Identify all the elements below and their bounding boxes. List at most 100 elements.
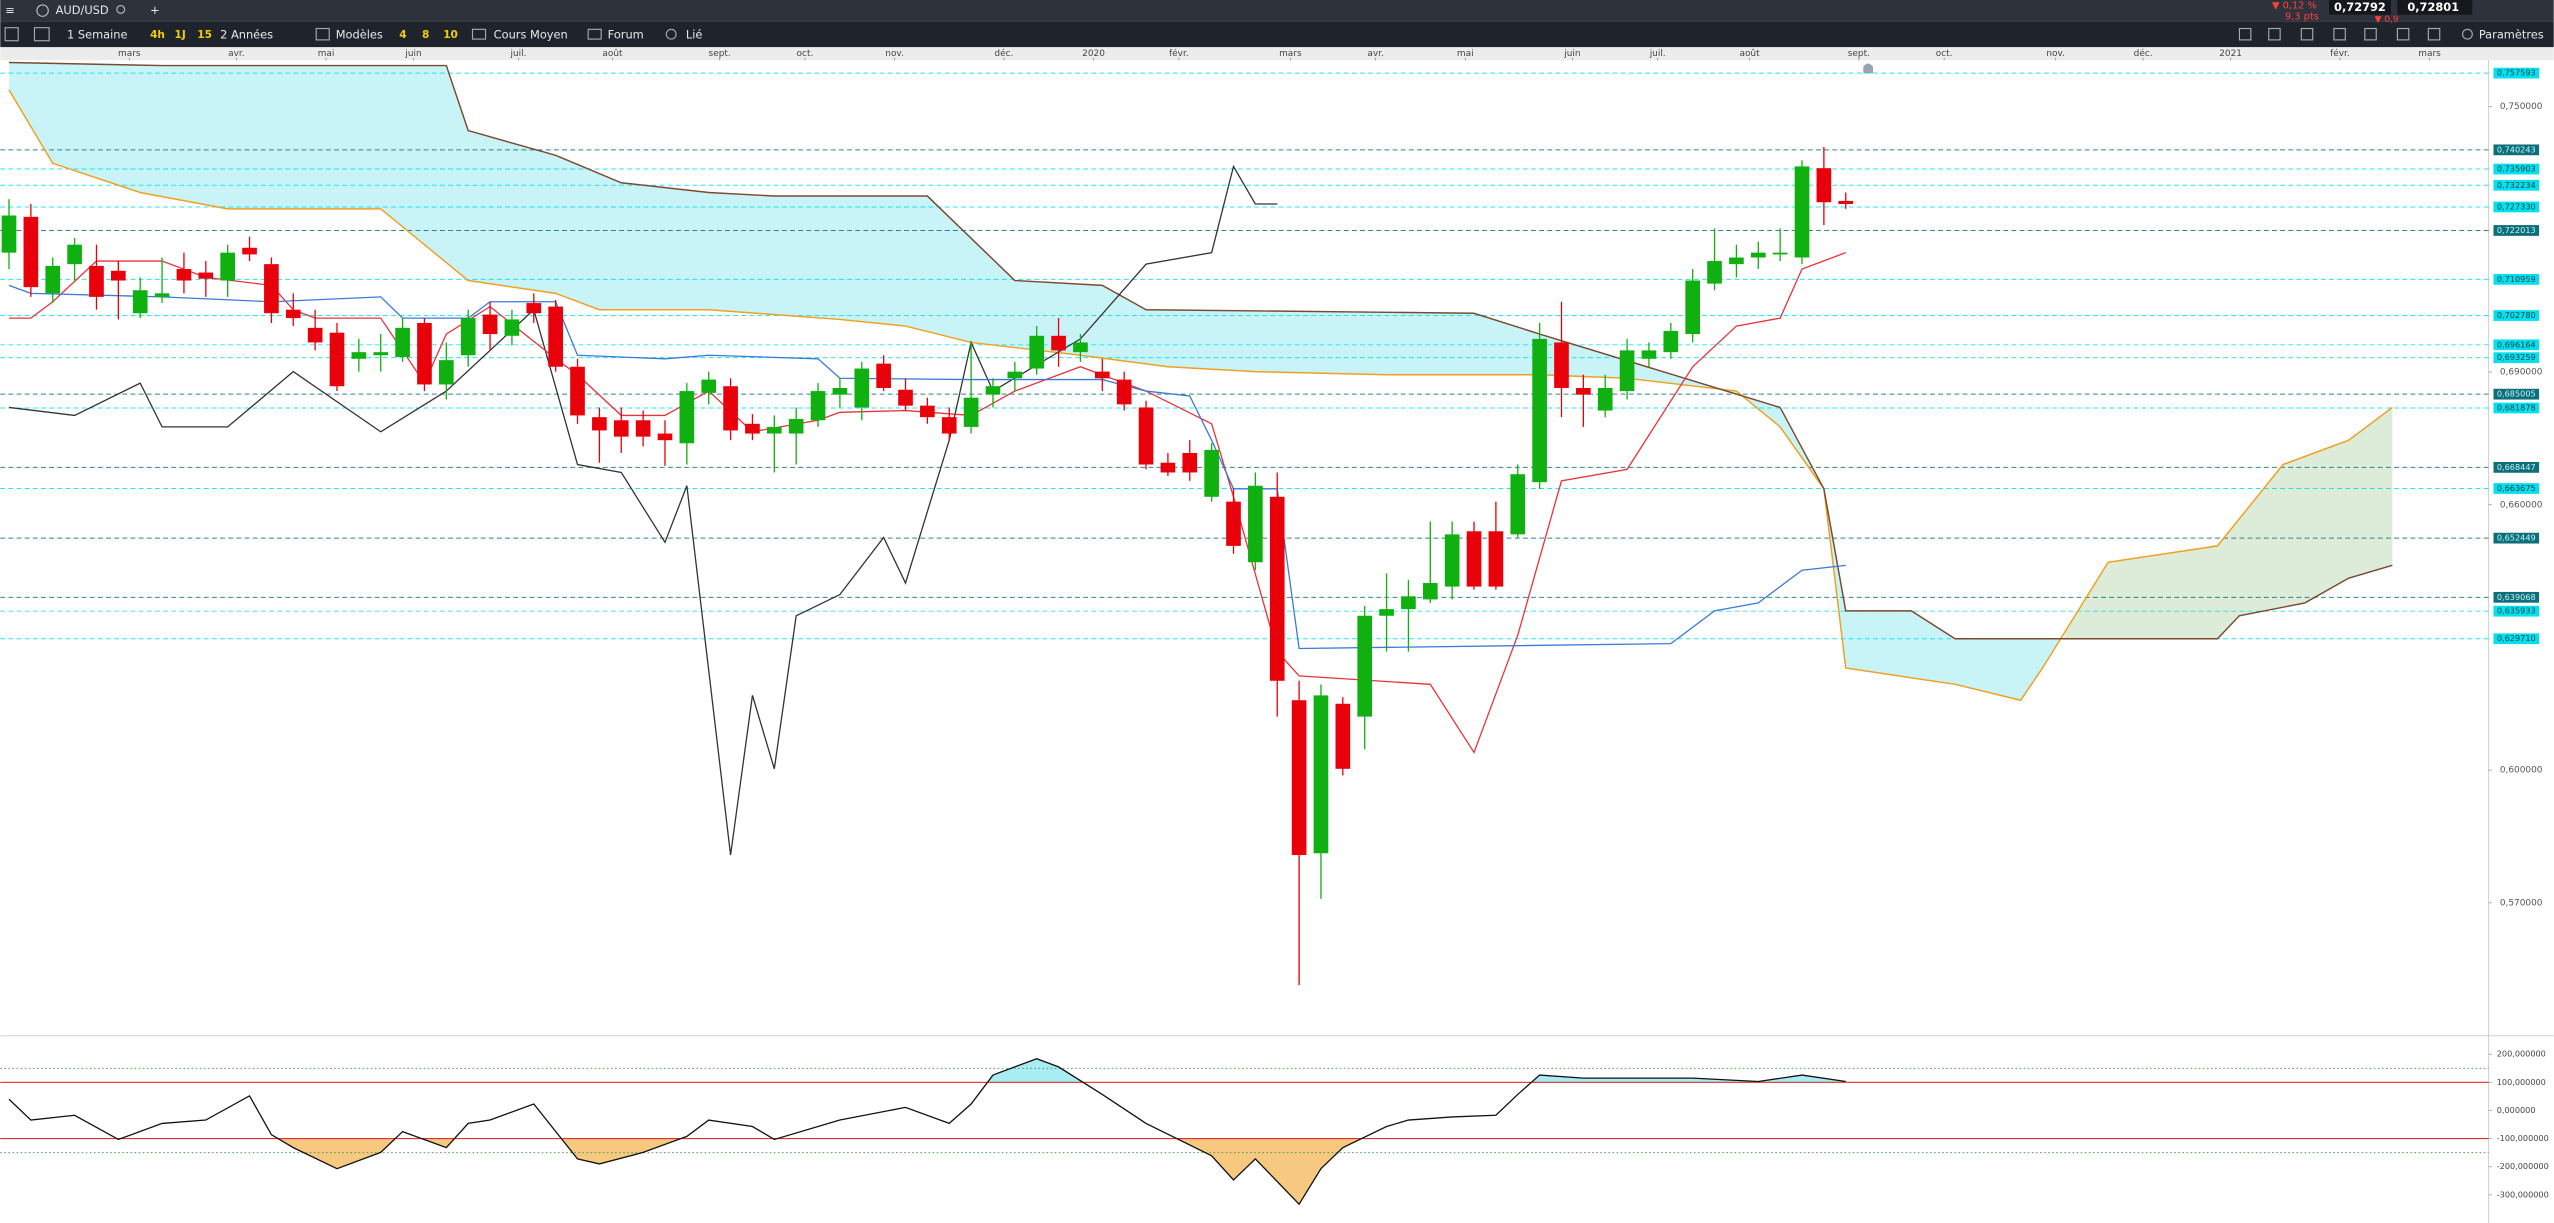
x-tick-label: juin <box>1563 49 1580 59</box>
time-axis-strip <box>0 47 2554 61</box>
tool-icon[interactable] <box>2268 27 2281 41</box>
tool-icon[interactable] <box>2300 27 2314 41</box>
symbol[interactable]: AUD/USD <box>56 3 109 17</box>
senkou-span-b <box>8 61 2393 640</box>
candle-body <box>23 216 39 288</box>
y-tick-label: -100,000000 <box>2497 1133 2549 1143</box>
x-tick-label: avr. <box>1367 49 1383 59</box>
quick-period[interactable]: 4h <box>150 29 165 41</box>
price-level-label: 0,710959 <box>2497 274 2536 284</box>
candle-body <box>832 387 848 395</box>
candle-body <box>198 272 214 279</box>
indicator-icon[interactable] <box>471 28 487 40</box>
y-tick-label: 0,600000 <box>2500 766 2543 776</box>
candle-body <box>766 426 782 434</box>
time-marker[interactable] <box>1863 63 1874 74</box>
change-pct: ▼ 0,12 % <box>2272 1 2317 12</box>
y-tick-label: 0,750000 <box>2500 102 2543 112</box>
candle-body <box>1772 252 1788 255</box>
price-level-label: 0,702780 <box>2497 310 2536 320</box>
candle-body <box>1029 335 1045 369</box>
y-tick-label: 0,660000 <box>2500 500 2543 510</box>
price-level-label: 0,635933 <box>2497 606 2536 616</box>
senkou-span-a <box>8 89 2393 702</box>
x-tick-label: nov. <box>2046 49 2065 59</box>
candle-body <box>1269 496 1285 681</box>
candle-body <box>1729 257 1744 265</box>
period[interactable]: 1 Semaine <box>67 28 128 42</box>
oscillator-panel: 200,000000 100,000000 0,000000 -100,000000 -… <box>0 1049 2549 1206</box>
y-tick-label: -300,000000 <box>2497 1189 2549 1199</box>
candle-body <box>723 386 738 431</box>
ask-price[interactable]: 0,72801 <box>2407 0 2459 14</box>
tool-icon[interactable] <box>2364 27 2377 41</box>
search-icon[interactable] <box>116 4 126 14</box>
candle-body <box>242 247 257 255</box>
menu-icon[interactable]: ≡ <box>5 3 15 17</box>
panel-icon[interactable] <box>4 27 19 42</box>
candle-body <box>1619 350 1635 392</box>
candle-body <box>438 360 454 385</box>
model-shortcut[interactable]: 4 <box>399 29 406 41</box>
candle-body <box>1554 342 1569 388</box>
link[interactable]: Lié <box>686 28 703 42</box>
indicator-line <box>8 164 1278 856</box>
candle-body <box>1073 342 1088 353</box>
range[interactable]: 2 Années <box>220 28 273 42</box>
candle-body <box>526 303 542 314</box>
ask-box[interactable] <box>2397 0 2473 15</box>
quick-period[interactable]: 1J <box>175 29 186 41</box>
forum[interactable]: Forum <box>608 28 644 42</box>
models[interactable]: Modèles <box>336 28 383 42</box>
price-level-box <box>2493 201 2540 213</box>
y-tick-label: 100,000000 <box>2497 1077 2546 1087</box>
candle-body <box>613 420 629 437</box>
x-tick-label: 2020 <box>1082 49 1105 59</box>
candle-body <box>154 293 170 297</box>
bid-box[interactable] <box>2329 0 2391 15</box>
x-tick-label: déc. <box>2134 48 2153 59</box>
quick-period[interactable]: 15 <box>197 29 212 41</box>
tool-icon[interactable] <box>2396 27 2410 41</box>
add-tab[interactable]: + <box>150 3 160 17</box>
x-tick-label: mars <box>2418 49 2441 59</box>
x-tick-label: sept. <box>709 49 731 59</box>
candle-body <box>1357 615 1373 717</box>
price-level-label: 0,629710 <box>2497 633 2536 643</box>
price-level-box <box>2493 462 2540 473</box>
price-level-box <box>2493 483 2540 494</box>
tool-icon[interactable] <box>2333 27 2346 41</box>
candle-body <box>679 391 695 444</box>
tool-icon[interactable] <box>2427 27 2441 41</box>
x-tick-label: févr. <box>2330 48 2350 59</box>
price-level-label: 0,668447 <box>2497 462 2536 472</box>
model-shortcut[interactable]: 8 <box>422 29 429 41</box>
settings-icon[interactable] <box>2461 28 2473 40</box>
candle-body <box>1313 695 1329 854</box>
y-tick-label: 0,570000 <box>2500 898 2543 908</box>
bid-price[interactable]: 0,72792 <box>2334 0 2386 14</box>
x-tick-label: déc. <box>994 48 1013 59</box>
price-chart: mars avr. mai juin juil. août sept. oct. nov. déc… <box>0 48 2543 986</box>
candle-body <box>985 386 1001 395</box>
model-shortcut[interactable]: 10 <box>443 29 458 41</box>
models-icon[interactable] <box>315 27 330 41</box>
candle-body <box>1466 531 1482 587</box>
link-icon[interactable] <box>665 28 677 40</box>
indicator[interactable]: Cours Moyen <box>494 28 568 42</box>
price-level-label: 0,757593 <box>2497 68 2536 78</box>
candle-body <box>1444 534 1460 587</box>
settings[interactable]: Paramètres <box>2479 28 2544 42</box>
candle-body <box>1051 335 1066 351</box>
price-level-box <box>2493 633 2540 645</box>
title-bar-items: ≡ AUD/USD + ▼ 0,12 % 9,3 pts 0,72792 0,7… <box>5 0 2473 25</box>
candle-body <box>89 265 104 297</box>
tool-icon[interactable] <box>2238 27 2252 41</box>
candle-body <box>701 379 717 393</box>
candle-body <box>395 327 410 358</box>
candle-body <box>548 306 563 367</box>
candle-body <box>482 314 498 335</box>
info-icon[interactable] <box>36 4 49 17</box>
forum-icon[interactable] <box>587 28 602 40</box>
layout-icon[interactable] <box>33 27 50 42</box>
